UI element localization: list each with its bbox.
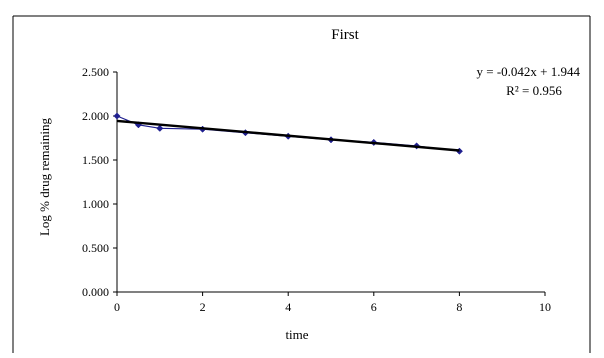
y-tick-label: 1.000 (82, 197, 109, 211)
trendline-equation: y = -0.042x + 1.944 (477, 64, 581, 79)
trendline-line (116, 119, 460, 152)
data-point (113, 112, 121, 120)
data-series (113, 112, 463, 155)
y-tick-label: 1.500 (82, 153, 109, 167)
x-tick-label: 2 (200, 300, 206, 314)
y-axis-label: Log % drug remaining (37, 117, 52, 236)
trendline-r-squared: R² = 0.956 (506, 83, 562, 98)
x-tick-label: 6 (371, 300, 377, 314)
x-tick-label: 10 (539, 300, 551, 314)
x-axis-label: time (285, 327, 308, 342)
y-tick-label: 2.500 (82, 65, 109, 79)
data-point (156, 124, 164, 132)
x-ticks: 0 2 4 6 8 10 (114, 292, 551, 314)
y-tick-label: 2.000 (82, 109, 109, 123)
chart-title: First (331, 27, 359, 43)
y-ticks: 0.000 0.500 1.000 1.500 2.000 2.500 (82, 65, 117, 299)
y-tick-label: 0.000 (82, 285, 109, 299)
y-tick-label: 0.500 (82, 241, 109, 255)
x-tick-label: 4 (285, 300, 291, 314)
x-tick-label: 0 (114, 300, 120, 314)
trendline (116, 119, 460, 152)
x-tick-label: 8 (456, 300, 462, 314)
